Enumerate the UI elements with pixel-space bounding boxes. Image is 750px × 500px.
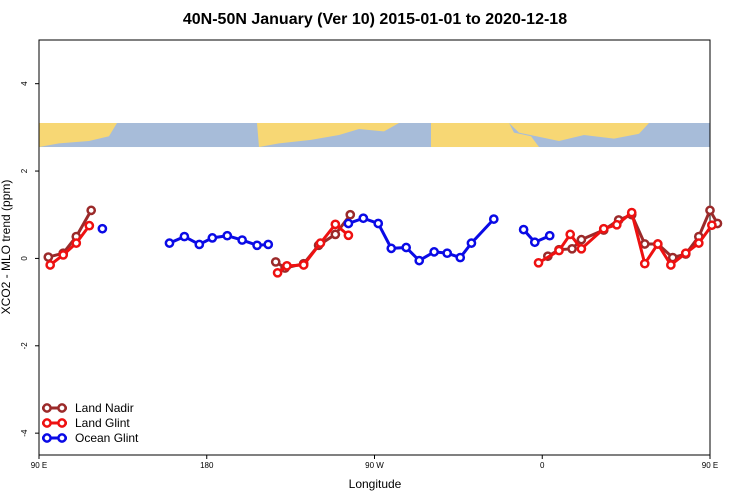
data-point <box>330 219 341 230</box>
data-point <box>97 223 108 234</box>
legend-swatch-point <box>57 403 67 413</box>
data-point <box>576 243 587 254</box>
data-point <box>414 255 425 266</box>
data-point <box>45 260 56 270</box>
data-point <box>707 220 717 231</box>
data-point <box>626 207 637 218</box>
data-point <box>401 242 412 253</box>
chart-title: 40N-50N January (Ver 10) 2015-01-01 to 2… <box>183 11 567 28</box>
data-point <box>680 248 691 259</box>
data-point <box>315 238 326 248</box>
data-point <box>222 230 233 241</box>
y-tick-label: 0 <box>20 256 29 261</box>
data-point <box>652 239 663 249</box>
y-axis: -4 -2 0 2 4 <box>20 40 40 455</box>
map-land <box>257 123 399 148</box>
data-point <box>272 267 283 278</box>
data-point <box>84 220 95 231</box>
data-point <box>207 233 218 243</box>
legend-swatch-point <box>57 433 67 443</box>
data-point <box>373 218 384 229</box>
y-tick-label: 4 <box>20 81 29 86</box>
data-point <box>533 257 544 268</box>
data-point <box>442 248 453 259</box>
data-point <box>455 252 466 263</box>
data-point <box>298 260 309 270</box>
data-point <box>529 237 540 248</box>
x-axis-label: Longitude <box>349 477 402 491</box>
y-tick-label: -2 <box>20 342 29 350</box>
legend-swatch-point <box>42 418 52 428</box>
series-ocean-glint <box>97 213 555 266</box>
legend-item-ocean-glint: Ocean Glint <box>42 431 139 445</box>
legend-swatch-point <box>42 403 52 413</box>
map-land <box>509 123 649 142</box>
data-point <box>611 219 622 230</box>
series-land-glint <box>45 207 717 278</box>
data-point <box>345 209 356 220</box>
plot-frame <box>38 39 711 456</box>
data-point <box>693 238 704 248</box>
legend-swatch-point <box>42 433 52 443</box>
data-point <box>666 260 676 270</box>
y-axis-label: XCO2 - MLO trend (ppm) <box>0 180 13 315</box>
map-land <box>431 123 539 148</box>
x-axis: 90 E 180 90 W 0 90 E <box>31 454 718 470</box>
data-point <box>565 229 576 240</box>
series-line <box>47 209 93 259</box>
x-tick-label: 180 <box>200 461 214 470</box>
legend-item-land-glint: Land Glint <box>42 416 130 430</box>
legend-item-land-nadir: Land Nadir <box>42 401 134 415</box>
data-point <box>639 258 650 269</box>
x-tick-label: 90 E <box>31 461 47 470</box>
data-point <box>705 205 715 216</box>
map-strip <box>39 123 710 148</box>
x-tick-label: 90 W <box>365 461 384 470</box>
legend-label: Land Glint <box>75 416 130 430</box>
data-point <box>86 205 97 216</box>
y-tick-label: -4 <box>20 429 29 437</box>
data-point <box>343 230 354 241</box>
data-point <box>488 214 499 224</box>
map-land <box>39 123 117 148</box>
data-point <box>554 245 564 256</box>
data-point <box>263 239 274 250</box>
x-tick-label: 0 <box>540 461 545 470</box>
data-point <box>164 238 175 248</box>
data-point <box>252 240 262 251</box>
data-point <box>358 213 369 224</box>
legend-label: Land Nadir <box>75 401 134 415</box>
series-line <box>49 224 91 267</box>
data-point <box>429 247 439 257</box>
data-point <box>639 239 650 249</box>
data-point <box>58 250 69 260</box>
data-point <box>237 235 248 245</box>
data-point <box>466 238 477 248</box>
data-point <box>270 257 281 267</box>
legend-label: Ocean Glint <box>75 431 139 445</box>
data-point <box>71 238 82 248</box>
data-point <box>544 230 555 241</box>
data-point <box>343 218 354 229</box>
data-point <box>194 239 205 250</box>
data-point <box>179 231 190 242</box>
data-point <box>576 234 587 245</box>
data-point <box>598 223 609 234</box>
data-point <box>386 243 397 254</box>
series-layer <box>43 205 723 278</box>
data-point <box>282 260 292 271</box>
data-point <box>43 252 54 262</box>
y-tick-label: 2 <box>20 168 29 173</box>
data-point <box>567 243 577 254</box>
x-tick-label: 90 E <box>702 461 718 470</box>
series-land-nadir <box>43 205 723 273</box>
data-point <box>518 224 529 235</box>
legend-swatch-point <box>57 418 67 428</box>
data-point <box>330 229 341 240</box>
